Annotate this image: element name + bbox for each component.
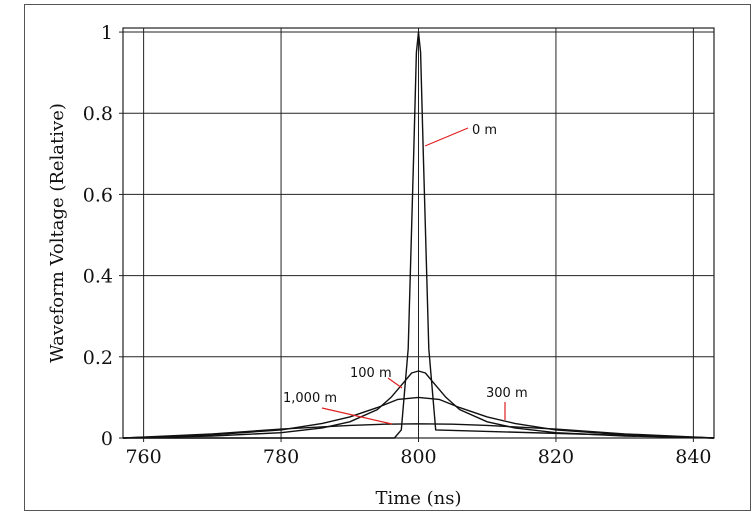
series-line-0m (123, 31, 715, 439)
y-tick-label: 0 (101, 428, 113, 450)
annotation-300m: 300 m (486, 386, 528, 401)
y-tick-label: 0.2 (83, 347, 113, 369)
y-tick-label: 0.4 (83, 266, 113, 288)
x-axis-title: Time (ns) (375, 488, 461, 509)
y-tick-label: 1 (101, 22, 113, 44)
annotation-1000m: 1,000 m (283, 391, 337, 406)
annotation-group: 0 m 100 m 300 m 1,000 m (283, 123, 528, 425)
x-tick-label: 820 (538, 446, 574, 468)
leader-line-1000m (321, 407, 393, 425)
y-tick-label: 0.6 (83, 184, 113, 206)
x-tick-label: 780 (263, 446, 299, 468)
y-tick-label: 0.8 (83, 103, 113, 125)
annotation-100m: 100 m (350, 366, 392, 381)
leader-line-0m (424, 127, 469, 147)
x-tick-label: 840 (675, 446, 711, 468)
annotation-0m: 0 m (472, 123, 497, 138)
x-tick-label: 760 (125, 446, 161, 468)
series-line-100m (122, 370, 715, 439)
leader-line-100m (387, 377, 403, 389)
series-line-1000m (122, 423, 715, 439)
x-tick-label: 800 (400, 446, 436, 468)
y-axis-title: Waveform Voltage (Relative) (47, 103, 68, 363)
grid (24, 4, 751, 511)
tick-labels: 760 780 800 820 840 0 0.2 0.4 0.6 0.8 1 (83, 22, 712, 468)
series-group (122, 31, 715, 439)
